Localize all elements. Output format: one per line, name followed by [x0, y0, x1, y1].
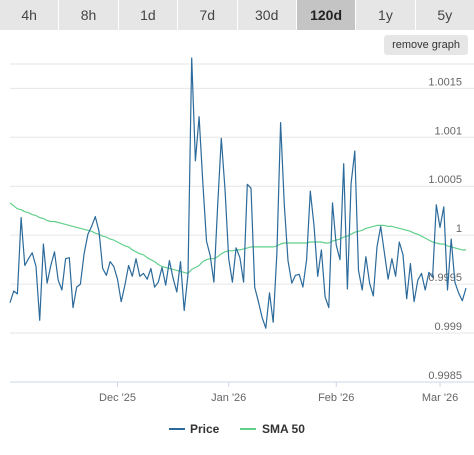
- y-tick-label: 1.0005: [428, 174, 462, 186]
- x-tick-label: Jan '26: [211, 392, 246, 404]
- tab-5y[interactable]: 5y: [415, 0, 474, 30]
- legend-item-sma-50[interactable]: SMA 50: [262, 422, 305, 436]
- x-tick-label: Feb '26: [318, 392, 354, 404]
- x-tick-label: Dec '25: [99, 392, 136, 404]
- tab-7d[interactable]: 7d: [178, 0, 238, 30]
- legend-item-price[interactable]: Price: [190, 422, 220, 436]
- x-tick-label: Mar '26: [422, 392, 458, 404]
- tab-30d[interactable]: 30d: [237, 0, 297, 30]
- time-range-tabs: 4h 8h 1d 7d 30d 120d 1y 5y: [0, 0, 474, 30]
- sma-50-series-line: [9, 202, 466, 274]
- y-tick-label: 0.999: [434, 321, 462, 333]
- grid-lines: [10, 63, 474, 383]
- legend: Price SMA 50: [169, 422, 305, 436]
- y-tick-label: 0.9995: [428, 272, 462, 284]
- y-axis-labels: 1.0015 1.001 1.0005 1 0.9995 0.999 0.9985: [428, 76, 462, 382]
- tab-1y[interactable]: 1y: [356, 0, 416, 30]
- tab-1d[interactable]: 1d: [118, 0, 179, 30]
- x-axis-labels: Dec '25 Jan '26 Feb '26 Mar '26: [10, 381, 474, 404]
- remove-graph-button[interactable]: remove graph: [384, 35, 468, 55]
- price-series-line: [9, 57, 467, 329]
- tab-120d[interactable]: 120d: [296, 0, 357, 30]
- y-tick-label: 1.0015: [428, 76, 462, 88]
- series-lines: [9, 57, 467, 329]
- y-tick-label: 1: [456, 223, 462, 235]
- tab-4h[interactable]: 4h: [0, 0, 60, 30]
- y-tick-label: 1.001: [434, 125, 462, 137]
- tab-8h[interactable]: 8h: [59, 0, 119, 30]
- y-tick-label: 0.9985: [428, 370, 462, 382]
